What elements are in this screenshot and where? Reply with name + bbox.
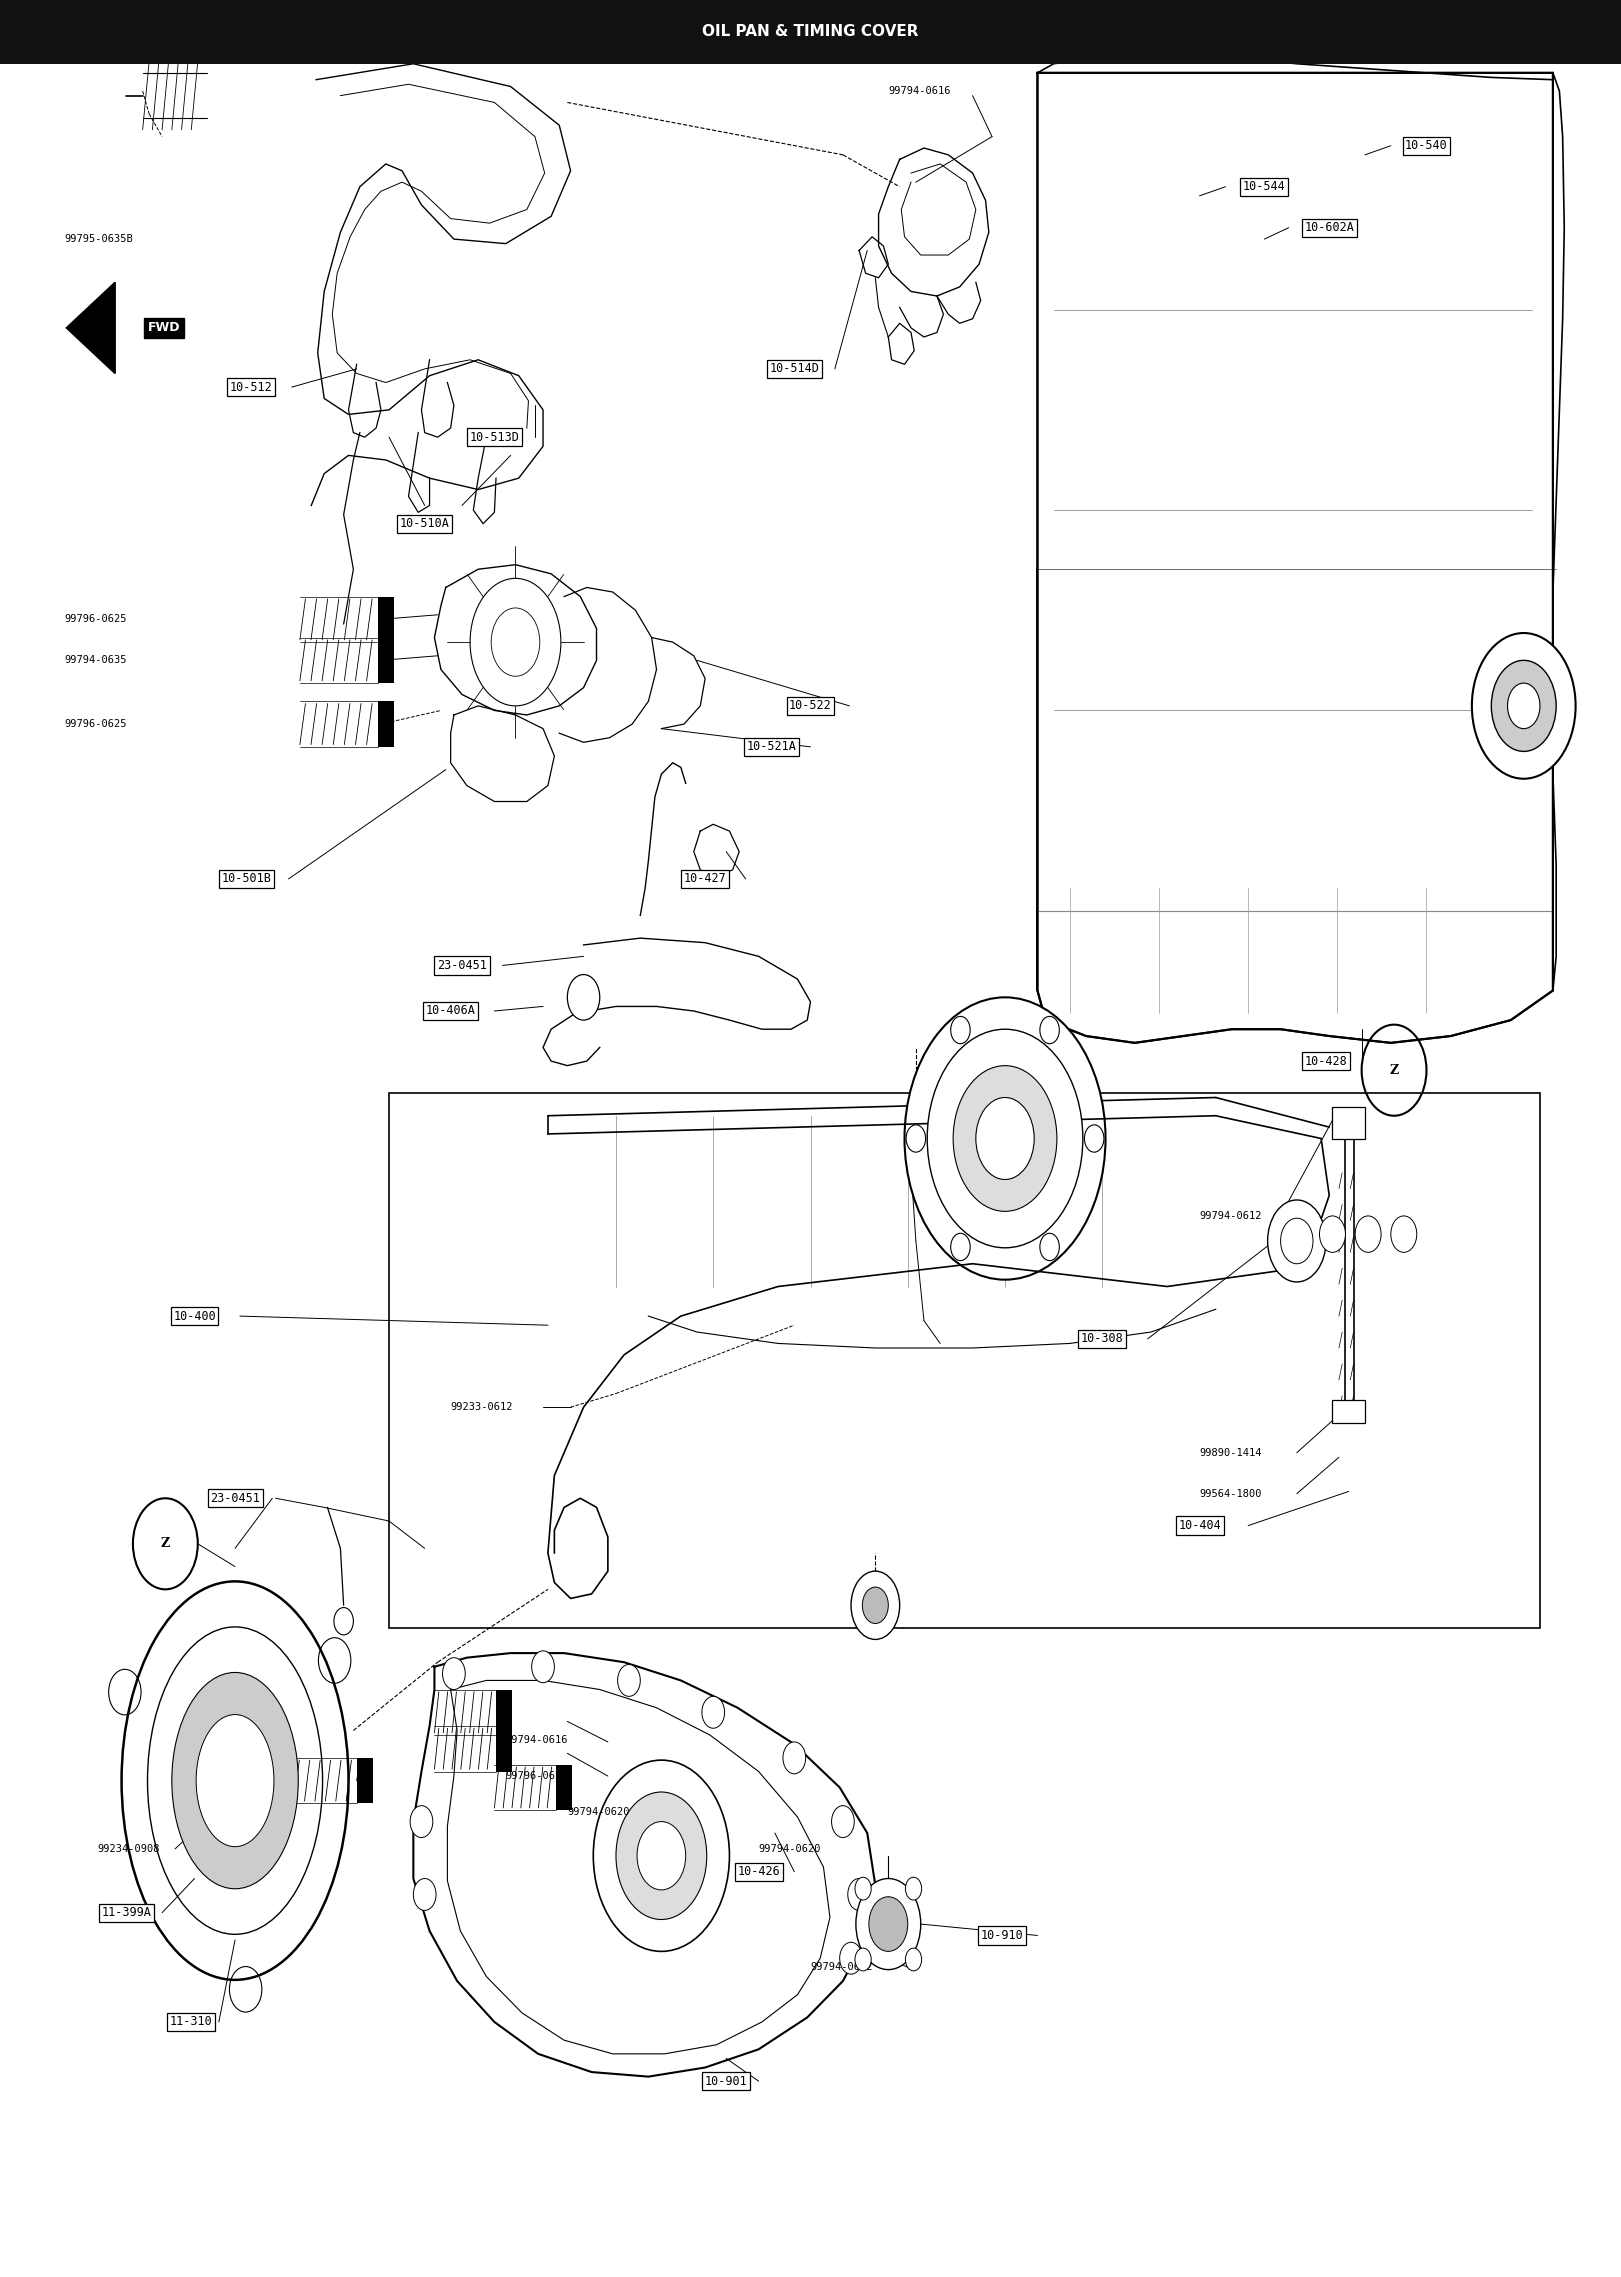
Circle shape <box>854 1876 870 1899</box>
Circle shape <box>567 975 600 1020</box>
Text: 99794-0616: 99794-0616 <box>506 1735 569 1744</box>
Circle shape <box>854 1949 870 1972</box>
Circle shape <box>783 1742 806 1774</box>
Bar <box>389 1093 1540 1628</box>
Text: 10-426: 10-426 <box>738 1865 780 1879</box>
Text: 99796-0625: 99796-0625 <box>65 720 128 729</box>
Circle shape <box>637 1822 686 1890</box>
Bar <box>378 701 394 747</box>
Bar <box>378 638 394 683</box>
Circle shape <box>953 1066 1057 1211</box>
Text: 10-406A: 10-406A <box>426 1004 475 1018</box>
Text: 10-521A: 10-521A <box>747 740 796 754</box>
Circle shape <box>1319 1216 1345 1252</box>
Bar <box>496 1690 512 1735</box>
Circle shape <box>593 1760 729 1951</box>
Circle shape <box>1039 1234 1060 1261</box>
Text: 99233-0612: 99233-0612 <box>451 1403 514 1412</box>
Circle shape <box>1084 1125 1104 1152</box>
Text: 10-602A: 10-602A <box>1305 221 1354 235</box>
Circle shape <box>906 1125 926 1152</box>
Circle shape <box>950 1016 969 1043</box>
Text: 99794-0612: 99794-0612 <box>810 1963 874 1972</box>
Text: 10-540: 10-540 <box>1405 139 1448 153</box>
Text: 10-522: 10-522 <box>789 699 832 713</box>
Text: OIL PAN & TIMING COVER: OIL PAN & TIMING COVER <box>702 25 919 39</box>
Text: 99564-1800: 99564-1800 <box>1200 1489 1263 1498</box>
Text: 99890-1414: 99890-1414 <box>1200 1448 1263 1457</box>
Circle shape <box>862 1587 888 1624</box>
Text: FWD: FWD <box>148 321 180 335</box>
Polygon shape <box>66 282 115 373</box>
Circle shape <box>702 1696 725 1728</box>
Text: 10-404: 10-404 <box>1178 1519 1221 1532</box>
Circle shape <box>848 1879 870 1910</box>
Circle shape <box>334 1608 353 1635</box>
Circle shape <box>906 1876 922 1899</box>
Bar <box>496 1726 512 1772</box>
Circle shape <box>906 1949 922 1972</box>
Polygon shape <box>1037 73 1553 1043</box>
Text: 99794-0620: 99794-0620 <box>567 1808 631 1817</box>
Circle shape <box>851 1571 900 1639</box>
Bar <box>1332 1400 1365 1423</box>
Text: 10-428: 10-428 <box>1305 1054 1347 1068</box>
Text: 10-308: 10-308 <box>1081 1332 1123 1346</box>
Circle shape <box>905 997 1106 1280</box>
Circle shape <box>443 1658 465 1690</box>
Text: 99796-0625: 99796-0625 <box>65 615 128 624</box>
Text: 99794-0612: 99794-0612 <box>1200 1211 1263 1220</box>
Bar <box>556 1765 572 1810</box>
Text: 99794-0635: 99794-0635 <box>65 656 128 665</box>
Circle shape <box>869 1897 908 1951</box>
Text: 10-400: 10-400 <box>173 1309 216 1323</box>
Circle shape <box>840 1942 862 1974</box>
Text: 99234-0908: 99234-0908 <box>97 1844 160 1853</box>
Text: 10-544: 10-544 <box>1243 180 1285 194</box>
Text: 99795-0635B: 99795-0635B <box>65 235 133 244</box>
Circle shape <box>1391 1216 1417 1252</box>
Text: 10-501B: 10-501B <box>222 872 271 886</box>
Circle shape <box>927 1029 1083 1248</box>
Text: 10-427: 10-427 <box>684 872 726 886</box>
Circle shape <box>410 1806 433 1838</box>
Text: 11-310: 11-310 <box>170 2015 212 2029</box>
Circle shape <box>1508 683 1540 729</box>
Text: 23-0451: 23-0451 <box>438 959 486 972</box>
Text: 10-514D: 10-514D <box>770 362 819 376</box>
Circle shape <box>616 1792 707 1920</box>
Text: 10-513D: 10-513D <box>470 430 519 444</box>
Text: 10-510A: 10-510A <box>400 517 449 531</box>
Circle shape <box>1268 1200 1326 1282</box>
Circle shape <box>618 1664 640 1696</box>
Text: 10-512: 10-512 <box>230 380 272 394</box>
Bar <box>1332 1107 1365 1138</box>
Text: 99794-0620: 99794-0620 <box>759 1844 822 1853</box>
Ellipse shape <box>172 1671 298 1888</box>
Bar <box>0 0 1621 64</box>
Circle shape <box>532 1651 554 1683</box>
Text: 99794-0616: 99794-0616 <box>888 87 952 96</box>
Ellipse shape <box>196 1715 274 1847</box>
Text: 23-0451: 23-0451 <box>211 1491 259 1505</box>
Text: 99796-0620: 99796-0620 <box>506 1772 569 1781</box>
Circle shape <box>1472 633 1576 779</box>
Text: 10-901: 10-901 <box>705 2074 747 2088</box>
Text: 10-910: 10-910 <box>981 1929 1023 1942</box>
Bar <box>357 1758 373 1803</box>
Circle shape <box>1039 1016 1060 1043</box>
Text: 11-399A: 11-399A <box>102 1906 151 1920</box>
Text: Z: Z <box>160 1537 170 1551</box>
Circle shape <box>856 1879 921 1970</box>
Circle shape <box>1491 660 1556 751</box>
Circle shape <box>413 1879 436 1910</box>
Bar <box>378 597 394 642</box>
Circle shape <box>950 1234 969 1261</box>
Text: Z: Z <box>1389 1063 1399 1077</box>
Circle shape <box>976 1098 1034 1179</box>
Circle shape <box>832 1806 854 1838</box>
Circle shape <box>1355 1216 1381 1252</box>
